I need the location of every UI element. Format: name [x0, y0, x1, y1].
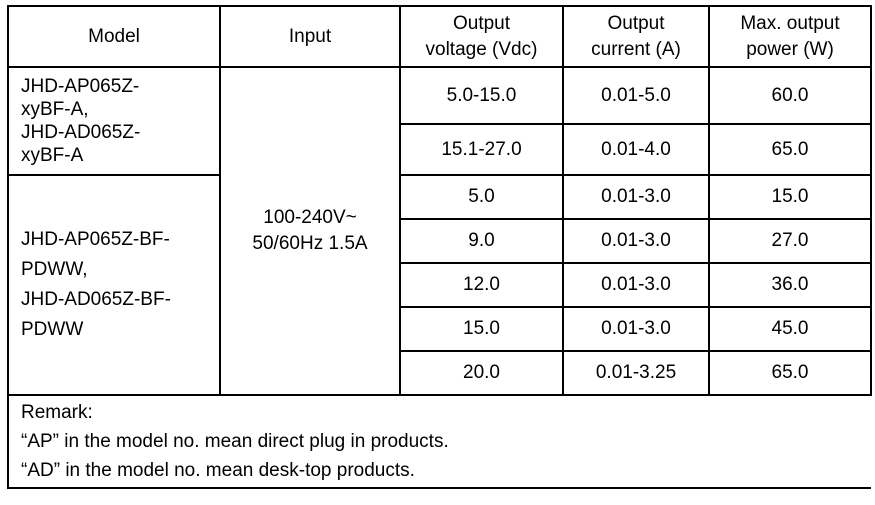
- power-cell: 27.0: [708, 218, 872, 264]
- voltage-cell: 5.0: [399, 174, 564, 220]
- power-cell: 45.0: [708, 306, 872, 352]
- remark-cell: Remark: “AP” in the model no. mean direct…: [7, 394, 871, 489]
- current-cell: 0.01-3.0: [562, 262, 710, 308]
- power-cell: 15.0: [708, 174, 872, 220]
- header-voltage: Output voltage (Vdc): [399, 5, 564, 68]
- current-cell: 0.01-3.0: [562, 218, 710, 264]
- current-cell: 0.01-5.0: [562, 66, 710, 125]
- header-input: Input: [219, 5, 401, 68]
- table-row: JHD-AP065Z-BF- PDWW, JHD-AD065Z-BF- PDWW 5.…: [7, 174, 872, 396]
- power-cell: 65.0: [708, 123, 872, 176]
- power-cell: 65.0: [708, 350, 872, 396]
- remark-row: Remark: “AP” in the model no. mean direct…: [7, 394, 871, 489]
- header-model: Model: [7, 5, 221, 68]
- voltage-cell: 15.1-27.0: [399, 123, 564, 176]
- voltage-cell: 9.0: [399, 218, 564, 264]
- power-cell: 36.0: [708, 262, 872, 308]
- table-row: 12.0 0.01-3.0 36.0: [8, 262, 872, 308]
- model-cell: JHD-AP065Z-xyBF-A, JHD-AD065Z-xyBF-A: [7, 66, 221, 176]
- table-row: 15.1-27.0 0.01-4.0 65.0: [8, 123, 872, 176]
- table-row: JHD-AP065Z-xyBF-A, JHD-AD065Z-xyBF-A 100-…: [7, 66, 872, 396]
- current-cell: 0.01-4.0: [562, 123, 710, 176]
- voltage-cell: 15.0: [399, 306, 564, 352]
- table-row: 9.0 0.01-3.0 27.0: [8, 218, 872, 264]
- header-row: Model Input Output voltage (Vdc) Output cu…: [7, 5, 872, 68]
- spec-table: Model Input Output voltage (Vdc) Output cu…: [7, 5, 872, 489]
- current-cell: 0.01-3.25: [562, 350, 710, 396]
- table-row: 15.0 0.01-3.0 45.0: [8, 306, 872, 352]
- voltage-cell: 5.0-15.0: [399, 66, 564, 125]
- current-cell: 0.01-3.0: [562, 306, 710, 352]
- header-current: Output current (A): [562, 5, 710, 68]
- voltage-cell: 12.0: [399, 262, 564, 308]
- input-cell: 100-240V~ 50/60Hz 1.5A: [219, 66, 401, 396]
- power-cell: 60.0: [708, 66, 872, 125]
- current-cell: 0.01-3.0: [562, 174, 710, 220]
- model-cell: JHD-AP065Z-BF- PDWW, JHD-AD065Z-BF- PDWW: [7, 174, 221, 396]
- header-power: Max. output power (W): [708, 5, 872, 68]
- table-row: 20.0 0.01-3.25 65.0: [8, 350, 872, 396]
- voltage-cell: 20.0: [399, 350, 564, 396]
